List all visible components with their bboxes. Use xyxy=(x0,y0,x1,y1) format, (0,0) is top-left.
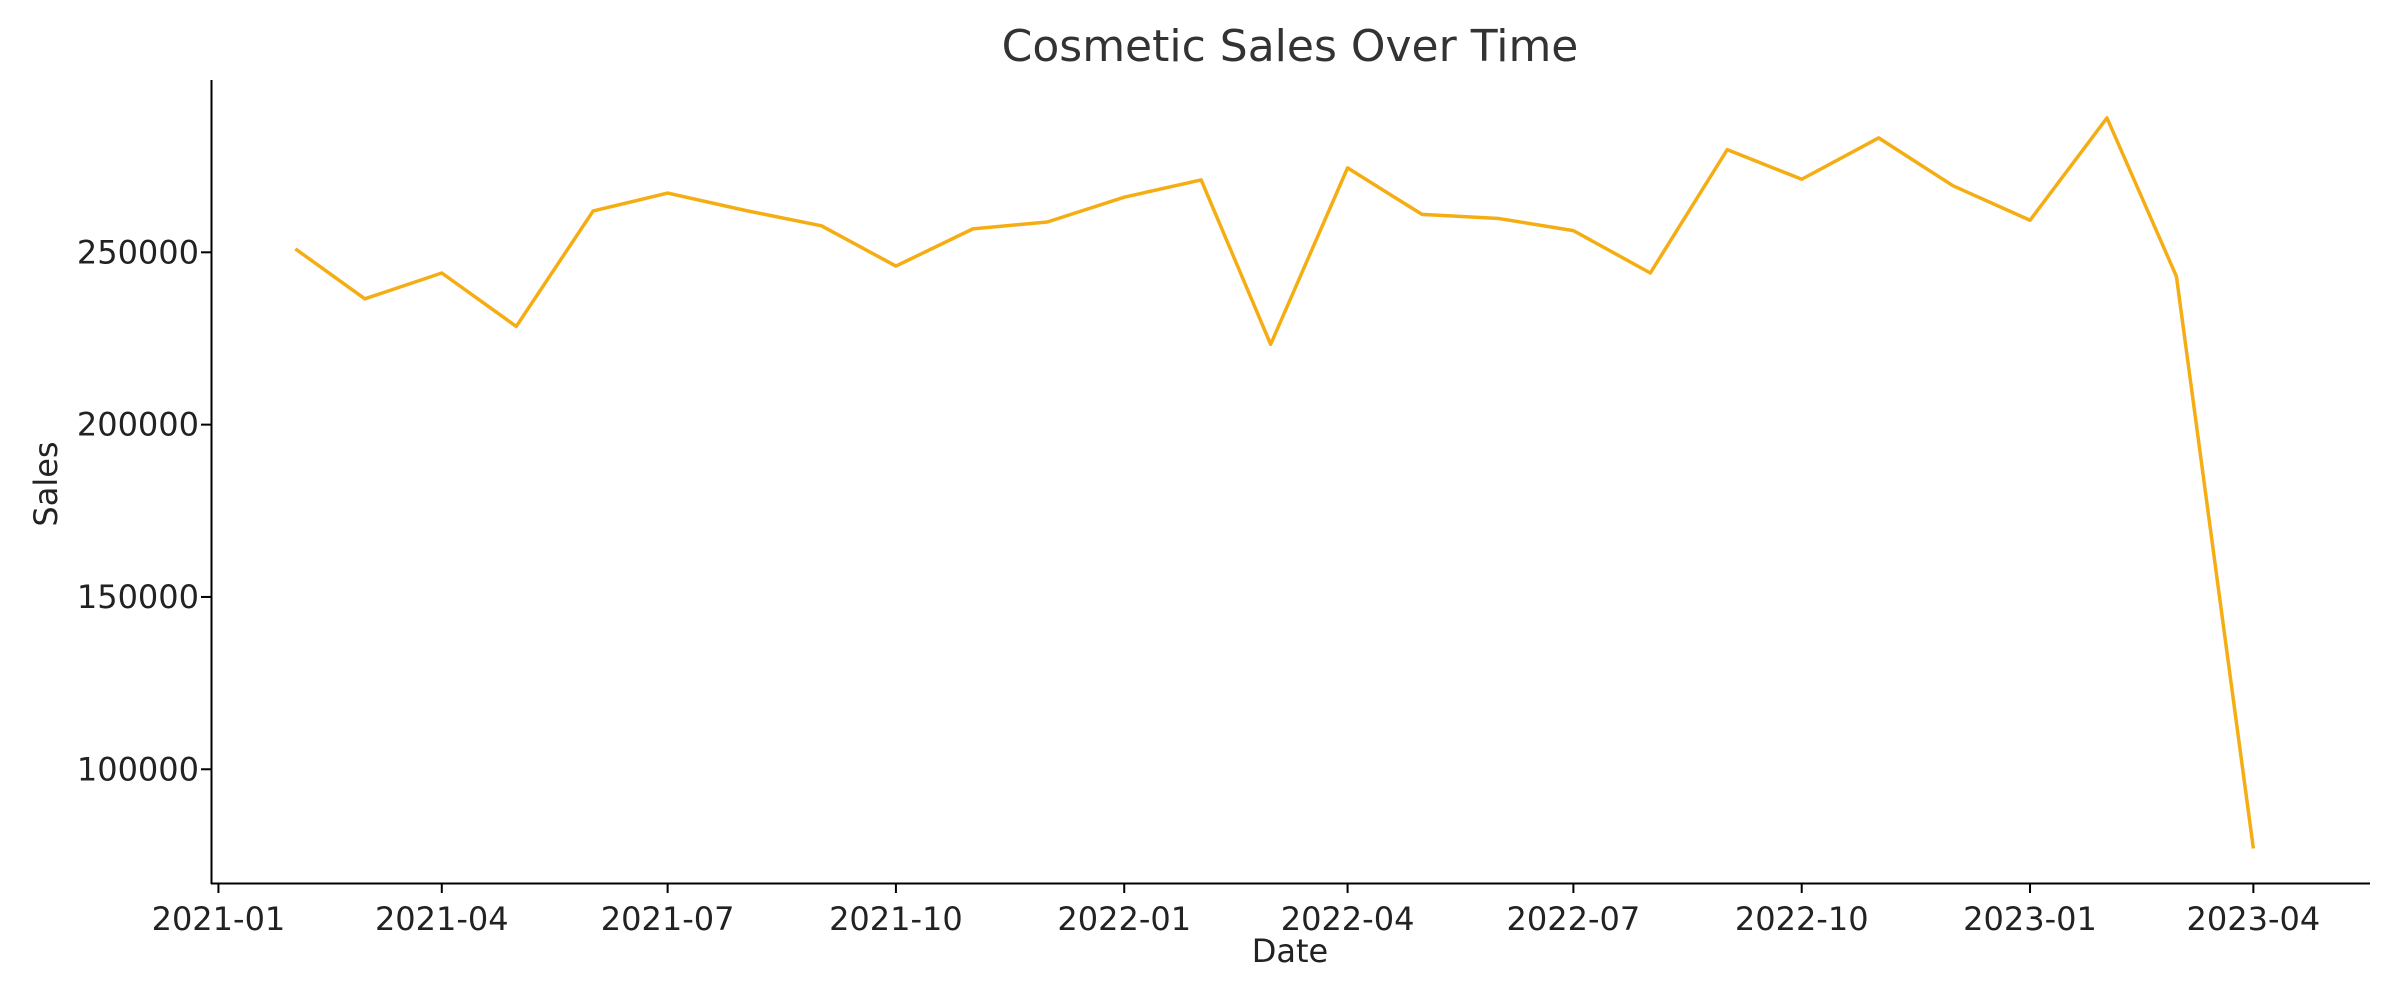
x-tick-label: 2021-04 xyxy=(375,900,509,938)
series-layer xyxy=(294,116,2256,849)
x-tick-label: 2021-01 xyxy=(152,900,286,938)
x-tick-label: 2023-04 xyxy=(2187,900,2321,938)
y-axis-ticks: 100000 150000 200000 250000 xyxy=(77,233,211,788)
y-tick-label: 200000 xyxy=(77,406,199,444)
series-line-0 xyxy=(294,116,2256,849)
x-tick-label: 2022-04 xyxy=(1281,900,1415,938)
x-tick-label: 2021-10 xyxy=(829,900,963,938)
x-tick-label: 2022-10 xyxy=(1735,900,1869,938)
y-axis-title: Sales xyxy=(27,441,65,526)
x-tick-label: 2021-07 xyxy=(601,900,735,938)
y-tick-label: 150000 xyxy=(77,578,199,616)
x-tick-label: 2023-01 xyxy=(1963,900,2097,938)
y-tick-label: 100000 xyxy=(77,750,199,788)
x-axis-title: Date xyxy=(1252,932,1328,970)
x-axis-ticks: 2021-01 2021-04 2021-07 2021-10 2022-01 2022-… xyxy=(152,883,2321,938)
chart-title: Cosmetic Sales Over Time xyxy=(1002,21,1579,72)
x-tick-label: 2022-07 xyxy=(1507,900,1641,938)
x-tick-label: 2022-01 xyxy=(1057,900,1191,938)
y-tick-label: 250000 xyxy=(77,233,199,271)
